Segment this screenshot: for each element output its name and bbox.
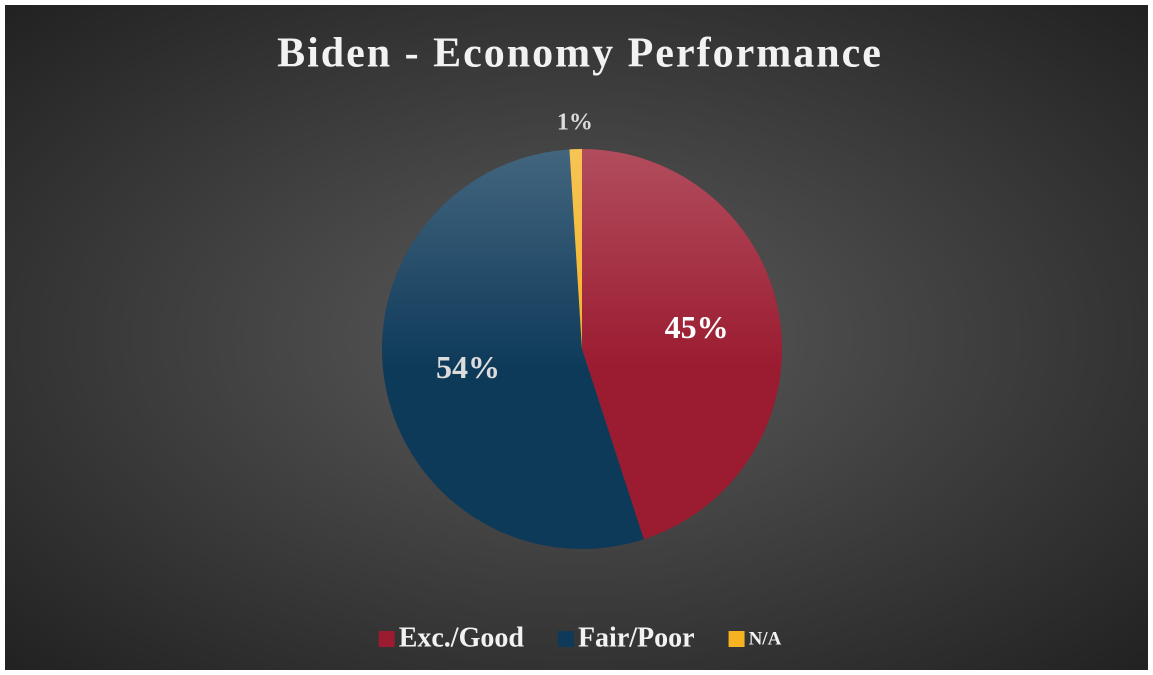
legend-swatch (728, 631, 745, 647)
legend-label: Fair/Poor (578, 622, 695, 653)
data-label: 54% (436, 349, 500, 385)
legend-swatch (378, 631, 395, 647)
data-label: 45% (665, 309, 729, 345)
legend-label: Exc./Good (399, 622, 525, 653)
legend: Exc./Good Fair/Poor N/A (378, 622, 782, 653)
data-label: 1% (557, 110, 593, 136)
legend-swatch (557, 631, 574, 647)
chart-title: Biden - Economy Performance (277, 31, 883, 77)
legend-label: N/A (749, 628, 782, 649)
